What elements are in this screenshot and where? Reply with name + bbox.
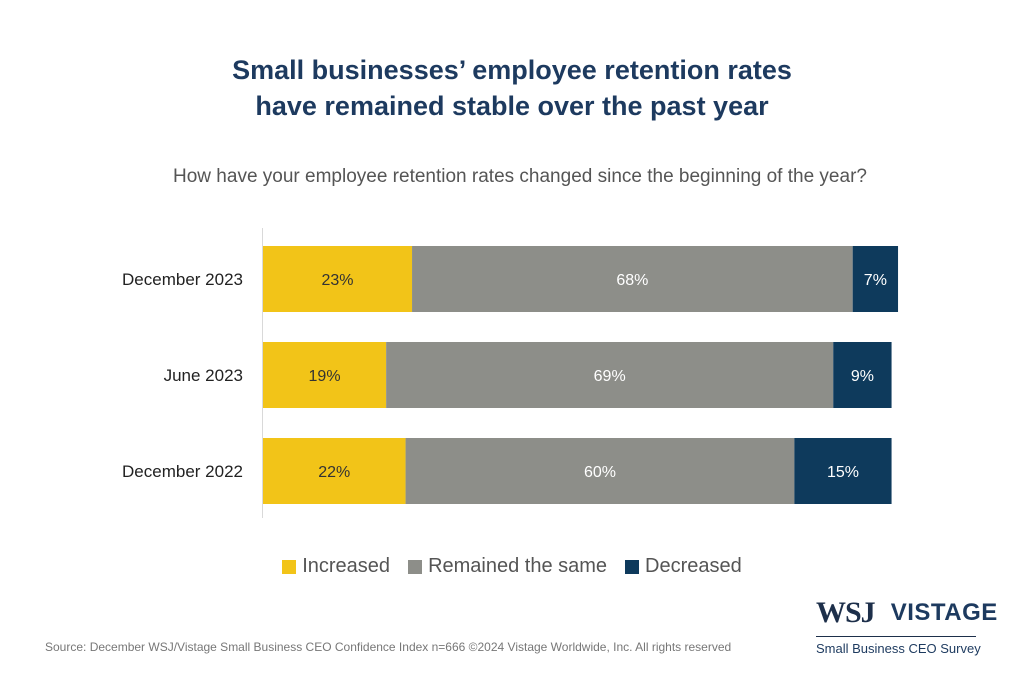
data-label-june-2023-increased: 19%: [309, 368, 341, 385]
logo-underline: [816, 636, 976, 637]
legend-swatch-decreased: [625, 559, 640, 574]
legend-swatch-remained-the-same: [408, 559, 423, 574]
legend-label-remained-the-same: Remained the same: [428, 555, 608, 577]
data-label-december-2023-remained-the-same: 68%: [616, 272, 648, 289]
legend-swatch-increased: [282, 559, 297, 574]
legend-item-increased: Increased: [282, 555, 390, 578]
chart-title-line-2: have remained stable over the past year: [255, 91, 769, 121]
data-label-december-2023-increased: 23%: [322, 272, 354, 289]
bar-june-2023-remained-the-same: [386, 342, 834, 408]
wsj-vistage-logo: WSJ VISTAGE Small Business CEO Survey: [816, 592, 997, 662]
data-label-june-2023-remained-the-same: 69%: [594, 368, 626, 385]
bar-december-2022-remained-the-same: [405, 438, 795, 504]
bar-december-2023-remained-the-same: [412, 246, 853, 312]
chart-legend: Increased Remained the same Decreased: [0, 555, 1024, 578]
bar-december-2023-increased: [263, 246, 413, 312]
bar-december-2022-increased: [263, 438, 406, 504]
category-label-december-2022: December 2022: [122, 462, 243, 481]
category-label-june-2023: June 2023: [164, 366, 243, 385]
data-label-december-2022-increased: 22%: [318, 464, 350, 481]
bar-june-2023-increased: [263, 342, 387, 408]
bar-december-2023-decreased: [852, 246, 899, 312]
bar-december-2022-decreased: [794, 438, 892, 504]
data-label-december-2023-decreased: 7%: [864, 272, 887, 289]
chart-subtitle: How have your employee retention rates c…: [173, 166, 867, 187]
logo-subtitle: Small Business CEO Survey: [816, 641, 981, 656]
legend-item-decreased: Decreased: [625, 555, 742, 578]
logo-wsj-text: WSJ: [816, 596, 876, 629]
source-note: Source: December WSJ/Vistage Small Busin…: [45, 640, 732, 654]
data-label-december-2022-remained-the-same: 60%: [584, 464, 616, 481]
legend-item-remained-the-same: Remained the same: [408, 555, 607, 578]
chart-title: Small businesses’ employee retention rat…: [0, 52, 1024, 124]
chart-title-line-1: Small businesses’ employee retention rat…: [232, 55, 792, 85]
bar-june-2023-decreased: [833, 342, 892, 408]
category-label-december-2023: December 2023: [122, 270, 243, 289]
legend-label-increased: Increased: [302, 555, 391, 577]
logo-vistage-text: VISTAGE: [890, 599, 998, 626]
data-label-december-2022-decreased: 15%: [827, 464, 859, 481]
legend-label-decreased: Decreased: [645, 555, 742, 577]
data-label-june-2023-decreased: 9%: [851, 368, 874, 385]
